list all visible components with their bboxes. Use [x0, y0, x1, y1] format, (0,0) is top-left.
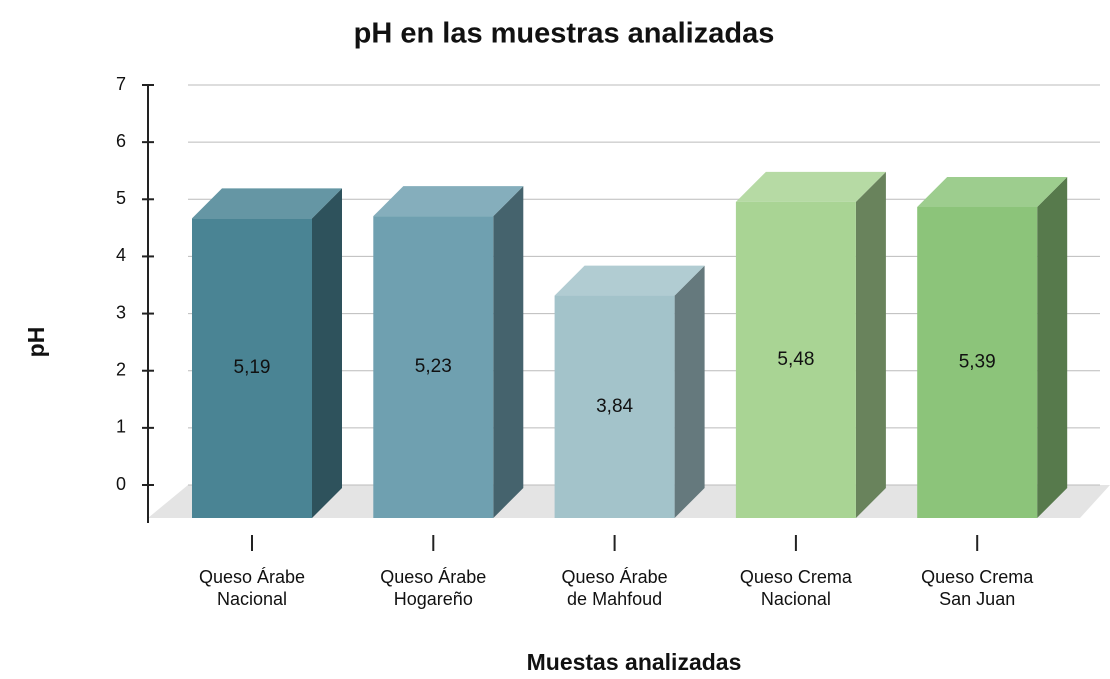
bar-front — [917, 207, 1038, 518]
x-tick-label: Queso Árabe Nacional — [199, 567, 305, 609]
bar — [554, 265, 705, 518]
x-tick-label-line: de Mahfoud — [567, 589, 662, 609]
x-tick-label: Queso Crema San Juan — [921, 567, 1034, 609]
bar — [192, 188, 342, 518]
bar-front — [373, 216, 494, 518]
y-tick-label: 0 — [116, 474, 126, 494]
y-tick-label: 6 — [116, 131, 126, 151]
x-tick-label-line: Nacional — [217, 589, 287, 609]
bar-front — [554, 295, 675, 518]
x-tick-label: Queso Árabe de Mahfoud — [562, 567, 668, 609]
y-tick-label: 7 — [116, 74, 126, 94]
bar-side — [1037, 177, 1068, 518]
bar — [917, 177, 1068, 518]
bar-side — [493, 186, 524, 518]
data-label: 5,48 — [777, 349, 814, 370]
bar-side — [855, 171, 886, 518]
y-tick-label: 2 — [116, 359, 126, 379]
x-tick-label: Queso Crema Nacional — [740, 567, 853, 609]
bar-top — [917, 177, 1068, 207]
data-label: 5,39 — [959, 352, 996, 373]
x-tick-label-line: Queso Crema — [921, 567, 1034, 587]
bar-side — [312, 188, 342, 518]
x-axis-label: Muestas analizadas — [527, 649, 742, 675]
x-tick-label: Queso Árabe Hogareño — [380, 567, 486, 609]
y-tick-label: 3 — [116, 302, 126, 322]
x-tick-label-line: Nacional — [761, 589, 831, 609]
x-tick-label-line: Queso Árabe — [380, 567, 486, 587]
bar-top — [192, 188, 342, 219]
bar — [373, 186, 524, 518]
y-tick-label: 5 — [116, 188, 126, 208]
x-tick-label-line: Queso Crema — [740, 567, 853, 587]
y-axis-label: pH — [23, 327, 49, 358]
bar-front — [192, 218, 312, 518]
x-tick-label-line: Hogareño — [394, 589, 473, 609]
bar — [735, 171, 886, 518]
bar-side — [674, 265, 705, 518]
x-tick-label-line: Queso Árabe — [562, 567, 668, 587]
bar-front — [735, 201, 856, 518]
y-tick-label: 1 — [116, 417, 126, 437]
x-tick-label-line: San Juan — [939, 589, 1015, 609]
x-tick-label-line: Queso Árabe — [199, 567, 305, 587]
bar-top — [554, 265, 705, 296]
data-label: 5,19 — [234, 357, 271, 378]
data-label: 3,84 — [596, 396, 633, 417]
chart-title: pH en las muestras analizadas — [354, 18, 775, 50]
y-tick-label: 4 — [116, 245, 126, 265]
bar-top — [735, 171, 886, 202]
bar-top — [373, 186, 524, 217]
data-label: 5,23 — [415, 356, 452, 377]
